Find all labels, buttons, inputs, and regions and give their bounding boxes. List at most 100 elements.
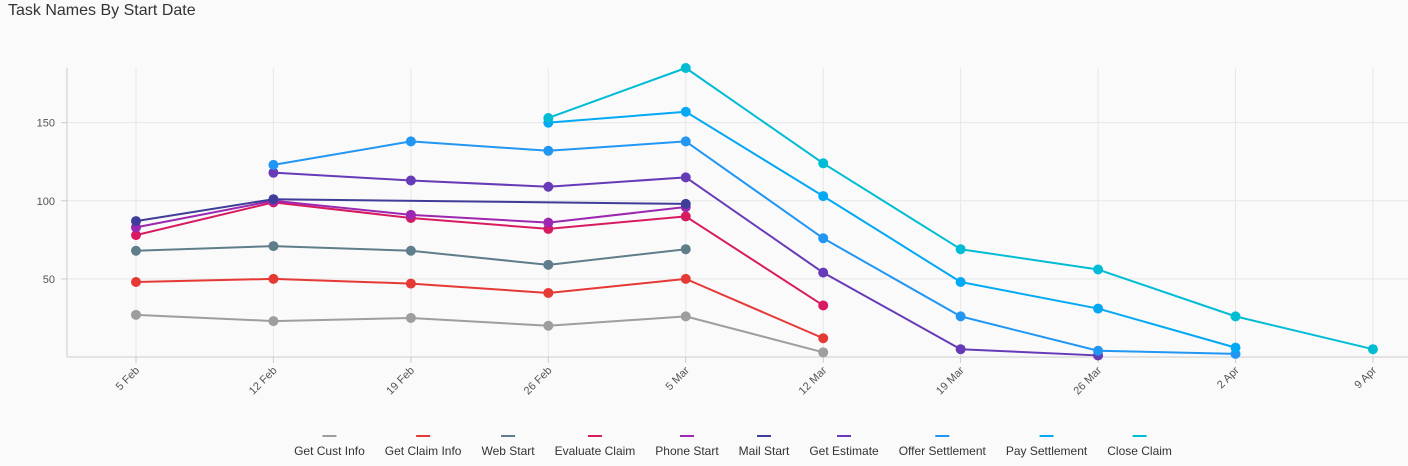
data-point [268,316,279,327]
x-tick-label: 2 Apr [1215,364,1242,391]
legend-item: Evaluate Claim [555,435,636,458]
data-point [405,136,416,147]
data-point [1230,342,1241,353]
data-point [1093,303,1104,314]
data-point [131,277,141,288]
data-point [818,300,829,311]
data-point [543,112,554,123]
data-point [680,211,691,222]
data-point [818,158,829,169]
axes: 5 Feb 12 Feb 19 Feb 26 Feb 5 Mar 12 Mar 19 Mar… [37,68,1408,397]
legend-label: Get Cust Info [294,444,365,458]
legend-item: Get Estimate [809,435,879,458]
data-point [405,312,416,323]
legend: Get Cust Info Get Claim Info Web Start Eval… [294,435,1172,458]
legend-item: Phone Start [655,435,719,458]
y-tick-label: 150 [37,118,55,130]
legend-label: Web Start [481,444,535,458]
series-line [135,313,824,354]
data-point [405,175,416,186]
legend-label: Pay Settlement [1006,444,1088,458]
legend-item: Pay Settlement [1006,435,1088,458]
data-point [543,287,554,298]
series-offer-settlement [268,136,1241,359]
data-point [268,194,279,205]
legend-item: Offer Settlement [899,435,987,458]
series-line [135,277,824,340]
series-get-cust-info [131,309,829,358]
legend-item: Mail Start [739,435,790,458]
data-point [680,136,691,147]
data-point [818,267,829,278]
x-tick-label: 19 Feb [384,365,417,398]
data-point [955,244,966,255]
y-tick-label: 100 [37,196,55,208]
series-line [548,110,1236,349]
data-point [680,63,691,73]
data-point [405,209,416,220]
legend-item: Get Cust Info [294,435,365,458]
data-point [268,167,279,178]
data-point [543,217,554,228]
data-point [1230,311,1241,322]
series-line [135,201,824,307]
series-pay-settlement [543,106,1241,353]
series-web-start [131,241,691,270]
data-point [818,233,829,244]
data-point [131,245,141,256]
data-point [268,273,279,284]
x-tick-label: 26 Mar [1071,364,1104,397]
legend-label: Phone Start [655,444,719,458]
data-point [955,311,966,322]
legend-item: Get Claim Info [385,435,462,458]
data-point [543,181,554,192]
data-point [955,344,966,355]
series-lines [131,63,1378,361]
legend-item: Close Claim [1107,435,1172,458]
x-tick-label: 5 Mar [664,364,693,393]
x-tick-label: 5 Feb [114,365,142,393]
series-line [273,140,1236,355]
x-tick-label: 9 Apr [1352,364,1379,391]
x-tick-label: 19 Mar [934,364,967,397]
data-point [680,106,691,117]
data-point [680,198,691,209]
data-point [680,172,691,183]
data-point [131,216,141,227]
data-point [543,145,554,156]
data-point [818,347,829,358]
data-point [268,241,279,252]
data-point [680,311,691,322]
series-mail-start [131,194,691,227]
series-close-claim [543,63,1378,355]
x-tick-label: 12 Feb [247,365,280,398]
series-evaluate-claim [131,197,829,311]
data-point [680,273,691,284]
data-point [818,333,829,344]
legend-label: Offer Settlement [899,444,987,458]
data-point [543,320,554,331]
data-point [1093,264,1104,275]
data-point [543,259,554,270]
legend-label: Evaluate Claim [555,444,636,458]
x-tick-label: 26 Feb [522,365,555,398]
y-tick-label: 50 [43,274,55,286]
data-point [131,309,141,320]
data-point [405,245,416,256]
series-get-estimate [268,167,1104,361]
data-point [1093,345,1104,356]
legend-label: Mail Start [739,444,790,458]
data-point [131,230,141,241]
series-get-claim-info [131,273,829,344]
legend-label: Get Claim Info [385,444,462,458]
data-point [1367,344,1378,355]
chart-title: Task Names By Start Date [8,2,196,19]
data-point [955,277,966,288]
data-point [268,159,279,170]
data-point [405,278,416,289]
legend-label: Close Claim [1107,444,1172,458]
data-point [818,191,829,202]
legend-label: Get Estimate [809,444,879,458]
x-tick-label: 12 Mar [797,364,830,397]
